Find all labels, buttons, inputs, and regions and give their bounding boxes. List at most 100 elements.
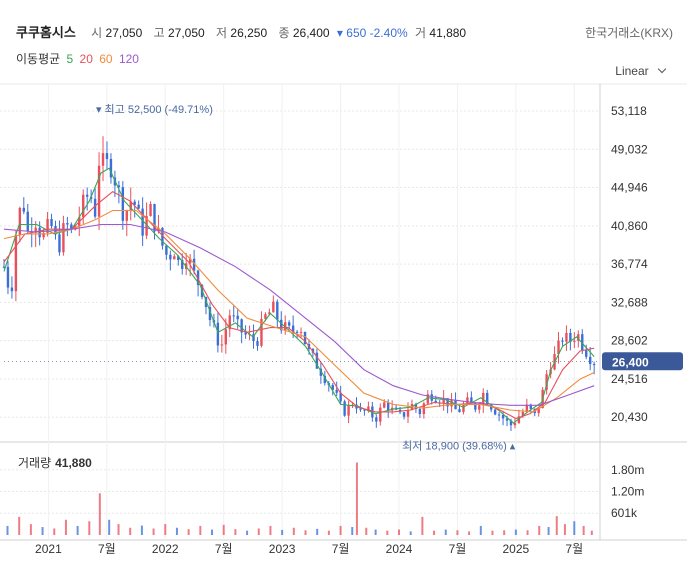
candle-body <box>129 201 132 212</box>
change-pct: -2.40% <box>369 26 408 40</box>
candle-body <box>2 266 6 268</box>
candle-body <box>38 227 41 238</box>
candle-body <box>66 223 69 225</box>
candle-body <box>343 401 346 416</box>
candle-body <box>220 344 224 346</box>
candle-body <box>280 319 283 331</box>
candle-body <box>177 256 180 261</box>
volume-bar <box>456 530 459 535</box>
open-label: 시 <box>91 26 103 40</box>
volume-bar <box>187 529 190 535</box>
volume-bar <box>98 493 101 535</box>
ma-line-20 <box>3 191 595 420</box>
candle-body <box>208 307 212 321</box>
time-tick-label: 2023 <box>269 542 296 556</box>
candle-body <box>188 258 192 264</box>
ma-line-5 <box>3 167 595 424</box>
candle-body <box>426 394 430 404</box>
candle-body <box>34 227 37 233</box>
scale-dropdown[interactable]: Linear <box>615 64 667 78</box>
candle-body <box>276 301 279 320</box>
candle-body <box>347 405 350 416</box>
volume-bar <box>547 527 550 535</box>
candle-body <box>592 364 596 366</box>
candle-body <box>26 211 29 232</box>
candle-body <box>101 153 105 166</box>
candle-body <box>486 392 489 405</box>
time-tick-label: 7월 <box>332 542 350 556</box>
candle-body <box>386 402 390 411</box>
candle-body <box>256 341 259 346</box>
candle-body <box>232 315 235 317</box>
time-tick-label: 7월 <box>565 542 583 556</box>
volume-bar <box>491 530 494 535</box>
candle-body <box>216 322 220 346</box>
candle-body <box>173 256 176 260</box>
volume-bar <box>18 516 21 535</box>
volume-bar <box>175 527 178 535</box>
volume-bar <box>386 530 389 535</box>
candle-body <box>450 400 453 407</box>
volume-bar <box>117 524 120 535</box>
candle-body <box>446 398 449 407</box>
time-tick-label: 7월 <box>449 542 467 556</box>
volume-bar <box>355 462 358 535</box>
candle-body <box>501 414 505 419</box>
candle-body <box>331 385 334 390</box>
volume-bar <box>152 528 155 535</box>
volume-bar <box>6 525 9 535</box>
volume-value: 41,880 <box>429 26 467 40</box>
low-annotation: 최저 18,900 (39.68%) ▴ <box>402 440 516 453</box>
candle-body <box>18 207 22 235</box>
price-tick-label: 40,860 <box>611 219 648 233</box>
volume-bar <box>538 525 541 535</box>
candle-body <box>489 404 493 410</box>
candle-body <box>319 368 323 376</box>
volume-bar <box>374 529 377 535</box>
high-value: 27,050 <box>167 26 205 40</box>
volume-panel-title: 거래량 41,880 <box>18 454 92 471</box>
volume-bar <box>468 531 471 535</box>
ma-legend-20[interactable]: 20 <box>79 52 93 66</box>
price-tick-label: 20,430 <box>611 410 648 424</box>
moving-average-legend: 이동평균 5 20 60 120 <box>16 50 142 67</box>
candle-body <box>260 318 263 346</box>
volume-bar <box>140 525 143 535</box>
ma-line-120 <box>3 223 595 406</box>
candle-body <box>42 232 45 238</box>
time-tick-label: 2022 <box>152 542 179 556</box>
volume-bar <box>257 528 260 535</box>
candle-body <box>359 408 362 410</box>
candle-body <box>141 208 144 236</box>
candle-body <box>287 322 291 326</box>
candle-body <box>474 402 477 410</box>
candle-body <box>470 397 473 403</box>
candle-body <box>383 402 386 408</box>
candle-body <box>458 409 461 413</box>
volume-bar <box>129 527 132 535</box>
volume-bar <box>222 524 225 535</box>
volume-bar <box>88 521 91 535</box>
price-tick-label: 28,602 <box>611 334 648 348</box>
candle-body <box>569 332 572 342</box>
candle-body <box>557 340 560 355</box>
price-tick-label: 36,774 <box>611 257 648 271</box>
candle-body <box>22 207 26 212</box>
candle-body <box>149 204 152 217</box>
candle-body <box>6 266 10 288</box>
stock-header: 쿠쿠홈시스 시 27,050 고 27,050 저 26,250 종 26,40… <box>16 22 470 41</box>
candle-body <box>153 204 156 232</box>
ma-legend-60[interactable]: 60 <box>99 52 113 66</box>
ma-legend-120[interactable]: 120 <box>118 52 139 66</box>
time-tick-label: 2021 <box>35 542 62 556</box>
candle-body <box>161 227 164 246</box>
candle-body <box>137 204 140 209</box>
ma-legend-5[interactable]: 5 <box>66 52 74 66</box>
low-label: 저 <box>216 26 228 40</box>
candle-body <box>513 423 517 426</box>
candle-body <box>14 234 18 292</box>
candle-body <box>367 406 370 410</box>
candle-body <box>93 198 97 217</box>
candle-body <box>157 227 160 232</box>
